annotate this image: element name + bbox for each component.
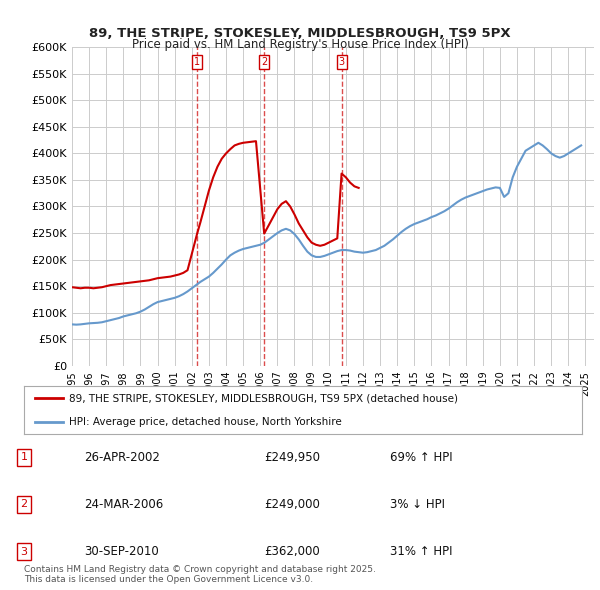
Text: 2: 2 — [20, 500, 28, 509]
Text: 31% ↑ HPI: 31% ↑ HPI — [390, 545, 452, 558]
Text: 89, THE STRIPE, STOKESLEY, MIDDLESBROUGH, TS9 5PX (detached house): 89, THE STRIPE, STOKESLEY, MIDDLESBROUGH… — [68, 394, 458, 403]
Text: 3: 3 — [20, 547, 28, 556]
Text: 69% ↑ HPI: 69% ↑ HPI — [390, 451, 452, 464]
Text: 1: 1 — [194, 57, 200, 67]
Text: 3% ↓ HPI: 3% ↓ HPI — [390, 498, 445, 511]
Text: Price paid vs. HM Land Registry's House Price Index (HPI): Price paid vs. HM Land Registry's House … — [131, 38, 469, 51]
Text: £362,000: £362,000 — [264, 545, 320, 558]
Text: 89, THE STRIPE, STOKESLEY, MIDDLESBROUGH, TS9 5PX: 89, THE STRIPE, STOKESLEY, MIDDLESBROUGH… — [89, 27, 511, 40]
Text: 2: 2 — [261, 57, 268, 67]
Text: £249,950: £249,950 — [264, 451, 320, 464]
Text: 30-SEP-2010: 30-SEP-2010 — [84, 545, 159, 558]
Text: 24-MAR-2006: 24-MAR-2006 — [84, 498, 163, 511]
Text: HPI: Average price, detached house, North Yorkshire: HPI: Average price, detached house, Nort… — [68, 417, 341, 427]
Text: 26-APR-2002: 26-APR-2002 — [84, 451, 160, 464]
Text: Contains HM Land Registry data © Crown copyright and database right 2025.
This d: Contains HM Land Registry data © Crown c… — [24, 565, 376, 584]
Text: £249,000: £249,000 — [264, 498, 320, 511]
Text: 3: 3 — [338, 57, 344, 67]
Text: 1: 1 — [20, 453, 28, 462]
